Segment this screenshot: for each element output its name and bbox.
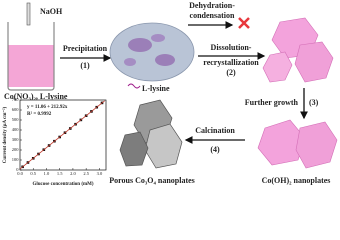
step-label: Precipitation (63, 44, 108, 53)
hydroxide-label: Co(OH)₂ nanoplates (262, 176, 331, 185)
x-tick-label: 0.5 (30, 171, 36, 176)
step-label: condensation (190, 11, 235, 20)
step-number: (3) (309, 98, 319, 107)
annotation: R² = 0.9992 (27, 111, 52, 117)
fit-line (19, 100, 105, 170)
x-tick-label: 2.5 (83, 171, 89, 176)
step-label: Further growth (245, 98, 299, 107)
porous-plates (119, 99, 183, 169)
y-tick-label: 300 (12, 137, 20, 142)
aggregate (109, 22, 195, 89)
x-tick-label: 0.0 (17, 171, 23, 176)
y-tick-label: 700 (12, 97, 20, 102)
x-tick-label: 3.0 (97, 171, 103, 176)
plates (257, 119, 338, 169)
step-label: Calcination (195, 126, 235, 135)
y-tick-label: 600 (12, 107, 20, 112)
lysine-label: L-lysine (142, 84, 170, 93)
inset-chart: Glucose concentration (mM) Current densi… (2, 97, 107, 187)
y-tick-label: 100 (12, 157, 20, 162)
reagent-bottom: Co(NO₃)₂, L-lysine (4, 92, 68, 101)
x-tick-label: 1.0 (44, 171, 50, 176)
step-number: (1) (80, 61, 90, 70)
y-tick-label: 200 (12, 147, 20, 152)
step-label: Dissolution- (211, 43, 252, 52)
y-tick-label: 500 (12, 117, 20, 122)
step-number: (2) (226, 68, 236, 77)
reagent-top: NaOH (40, 7, 63, 16)
annotation: y = 11.06 + 212.92x (27, 105, 68, 110)
y-axis-label: Current density (μA cm⁻²) (2, 106, 8, 163)
beaker (7, 2, 55, 91)
step-label: Dehydration- (189, 1, 235, 10)
step-number: (4) (210, 145, 220, 154)
scheme: NaOH Co(NO₃)₂, L-lysine Precipitation (1… (2, 1, 338, 187)
y-tick-label: 400 (12, 127, 20, 132)
plates (262, 17, 334, 83)
oxide-label: Porous Co₃O₄ nanoplates (109, 176, 195, 185)
x-tick-label: 2.0 (70, 171, 76, 176)
step-label: recrystallization (203, 58, 259, 67)
x-tick-label: 1.5 (57, 171, 63, 176)
cross (238, 17, 250, 29)
y-tick-label: 0 (16, 167, 19, 172)
x-axis-label: Glucose concentration (mM) (32, 182, 93, 187)
